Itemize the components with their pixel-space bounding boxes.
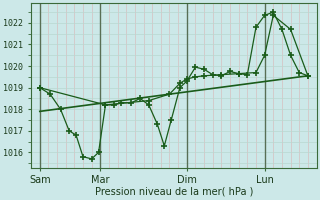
X-axis label: Pression niveau de la mer( hPa ): Pression niveau de la mer( hPa ) — [95, 187, 253, 197]
